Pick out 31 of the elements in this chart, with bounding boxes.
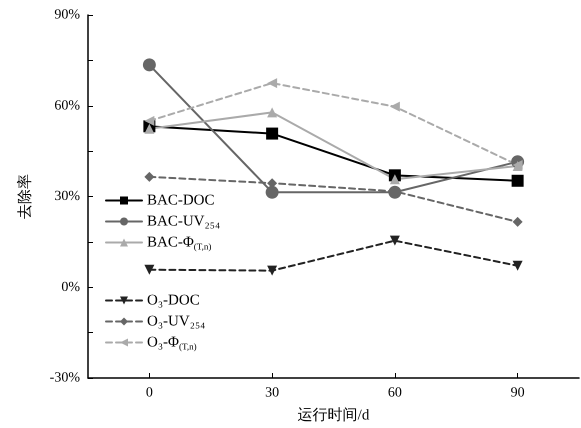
x-axis-title: 运行时间/d [298,406,370,424]
point [144,116,154,126]
point [267,78,278,88]
y-tick-label: 60% [54,98,80,114]
point [142,58,156,72]
point [390,174,400,184]
point [390,102,400,112]
point [266,128,278,140]
y-tick-label: -30% [50,370,80,386]
point [512,260,523,271]
point [512,174,524,187]
x-tick-label: 30 [265,386,280,400]
point [512,216,523,227]
x-tick-label: 90 [510,386,525,400]
y-tick-label: 90% [54,8,80,22]
point [266,186,279,199]
legend-label: O₃-DOC [147,292,200,308]
legend-label: BAC-DOC [147,192,215,208]
legend-label: BAC-UV₂₅₄ [147,214,220,230]
y-tick-label: 30% [54,189,80,204]
x-tick-label: 0 [146,386,153,400]
y-axis-title: 去除率 [16,174,34,219]
x-tick-label: 60 [388,386,402,400]
point [390,236,400,246]
y-tick-label: 0% [61,280,80,295]
point [267,266,278,276]
point [267,107,278,118]
point [144,172,154,182]
point [144,264,154,275]
legend-label: O₃-UV₂₅₄ [147,314,206,330]
point [144,124,154,134]
